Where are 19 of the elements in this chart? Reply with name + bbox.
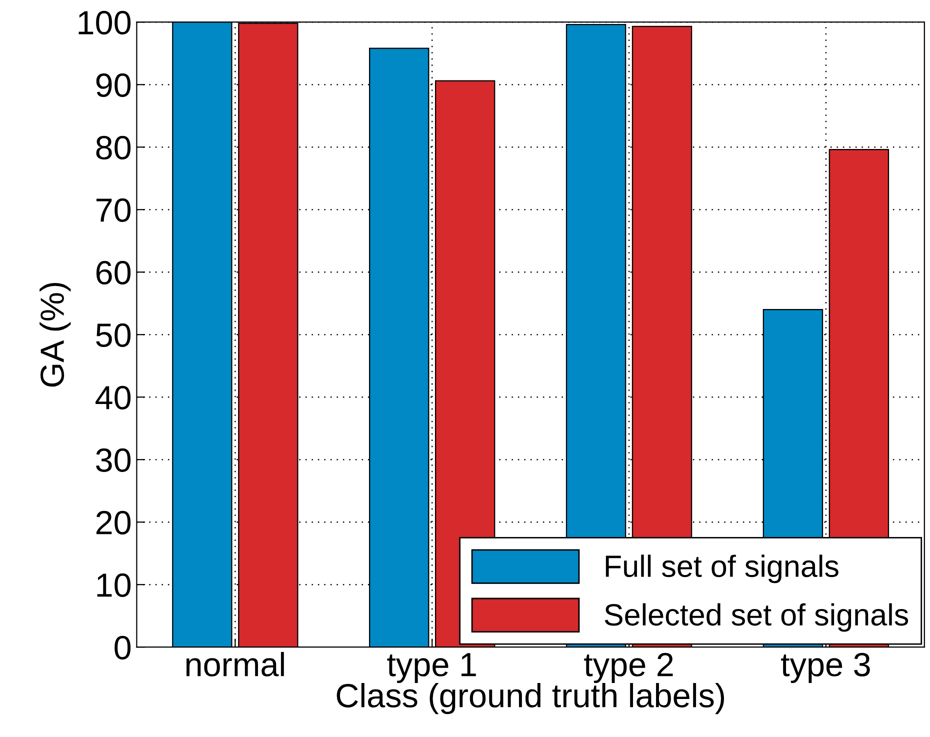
y-tick-label: 40 <box>96 386 131 410</box>
y-tick-label: 100 <box>78 10 131 35</box>
y-tick-label: 60 <box>96 260 131 285</box>
x-tick-label: normal <box>186 652 284 676</box>
y-tick-label: 20 <box>96 510 131 534</box>
y-tick-label: 80 <box>96 136 131 160</box>
x-tick-label: type 1 <box>387 653 476 684</box>
y-axis-title: GA (%) <box>40 282 71 387</box>
x-tick-label: type 3 <box>781 652 870 684</box>
y-tick-label: 30 <box>96 448 131 472</box>
x-axis-title: Class (ground truth labels) <box>336 683 724 714</box>
y-tick-label: 10 <box>97 573 131 597</box>
y-tick-label: 50 <box>96 323 131 348</box>
y-tick-label: 90 <box>96 73 131 98</box>
y-tick-label: 0 <box>114 636 131 660</box>
legend-label: Full set of signals <box>606 554 838 584</box>
x-tick-label: type 2 <box>584 652 673 684</box>
y-tick-label: 70 <box>96 198 131 222</box>
legend-label: Selected set of signals <box>604 603 908 632</box>
